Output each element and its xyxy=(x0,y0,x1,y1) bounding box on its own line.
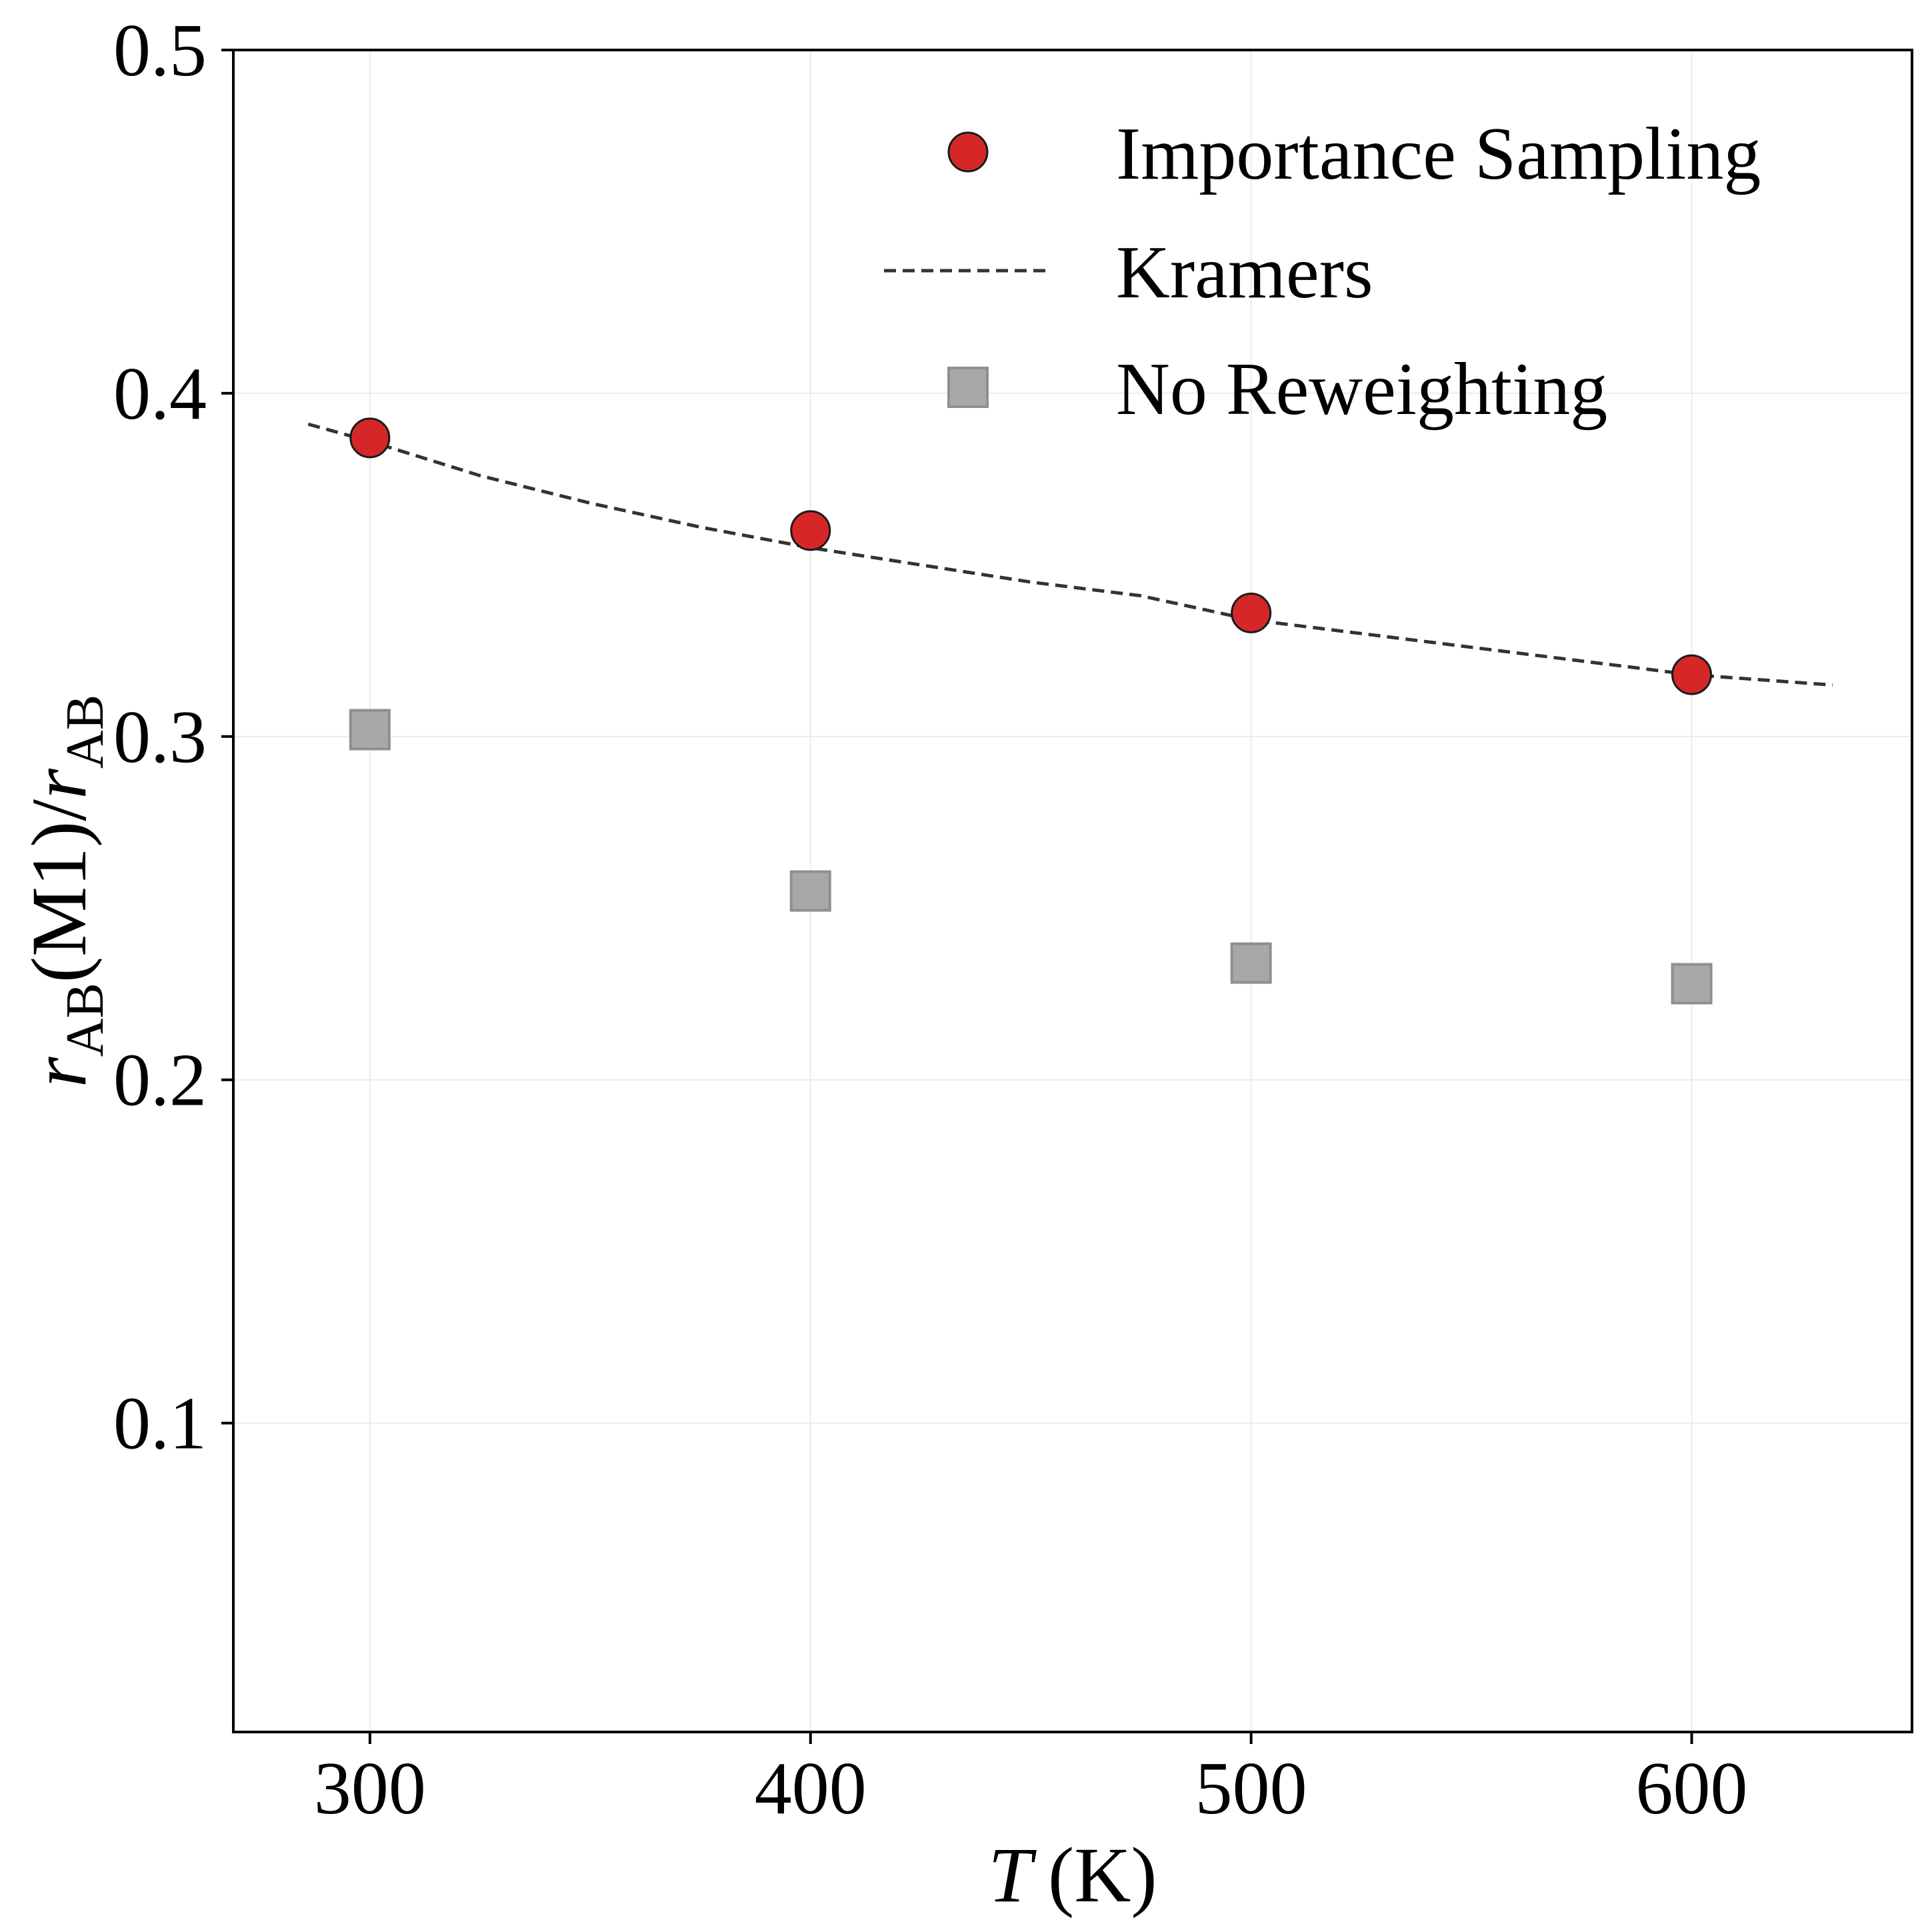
legend-importance-sampling-swatch xyxy=(947,131,989,173)
y-label-mid: (M1)/ xyxy=(15,799,103,983)
no-reweighting-point xyxy=(349,709,391,751)
y-label-sub2: AB xyxy=(56,695,115,769)
no-reweighting-point xyxy=(1230,942,1272,984)
y-tick-label: 0.4 xyxy=(113,353,207,435)
marker-series xyxy=(349,417,1713,1005)
y-tick-label: 0.3 xyxy=(113,696,207,779)
y-tick-label: 0.2 xyxy=(113,1039,207,1122)
kramers-series xyxy=(307,422,1833,687)
x-tick-label: 300 xyxy=(314,1747,426,1830)
y-label-sub1: AB xyxy=(56,983,115,1057)
no-reweighting-point xyxy=(789,870,831,912)
importance-sampling-point xyxy=(1231,592,1272,633)
x-axis-unit: (K) xyxy=(1048,1831,1157,1919)
y-tick-label: 0.1 xyxy=(113,1383,207,1465)
plot-area-frame xyxy=(232,49,1913,1733)
kramers-line xyxy=(307,422,1833,687)
x-tick-label: 500 xyxy=(1195,1747,1307,1830)
y-tick-label: 0.5 xyxy=(113,9,207,92)
legend-label: No Reweighting xyxy=(1116,348,1607,431)
y-label-r2: r xyxy=(15,768,103,799)
y-axis-label: rAB(M1)/rAB xyxy=(15,695,115,1087)
importance-sampling-point xyxy=(1671,654,1713,695)
x-axis-label: T (K) xyxy=(988,1831,1157,1919)
y-label-r1: r xyxy=(15,1056,103,1087)
x-tick-label: 600 xyxy=(1636,1747,1748,1830)
x-axis-variable: T xyxy=(988,1831,1037,1919)
grid xyxy=(233,49,1912,1732)
legend-no-reweighting-swatch xyxy=(947,367,989,408)
legend-label: Kramers xyxy=(1116,231,1373,314)
importance-sampling-point xyxy=(790,510,831,551)
axis-ticks: 300 400 500 600 0.1 0.2 0.3 0.4 0.5 xyxy=(113,9,1748,1830)
importance-sampling-point xyxy=(349,417,391,459)
no-reweighting-point xyxy=(1671,963,1713,1005)
x-tick-label: 400 xyxy=(755,1747,867,1830)
legend-label: Importance Sampling xyxy=(1116,113,1761,195)
legend: Importance Sampling Kramers No Reweighting xyxy=(884,113,1761,431)
